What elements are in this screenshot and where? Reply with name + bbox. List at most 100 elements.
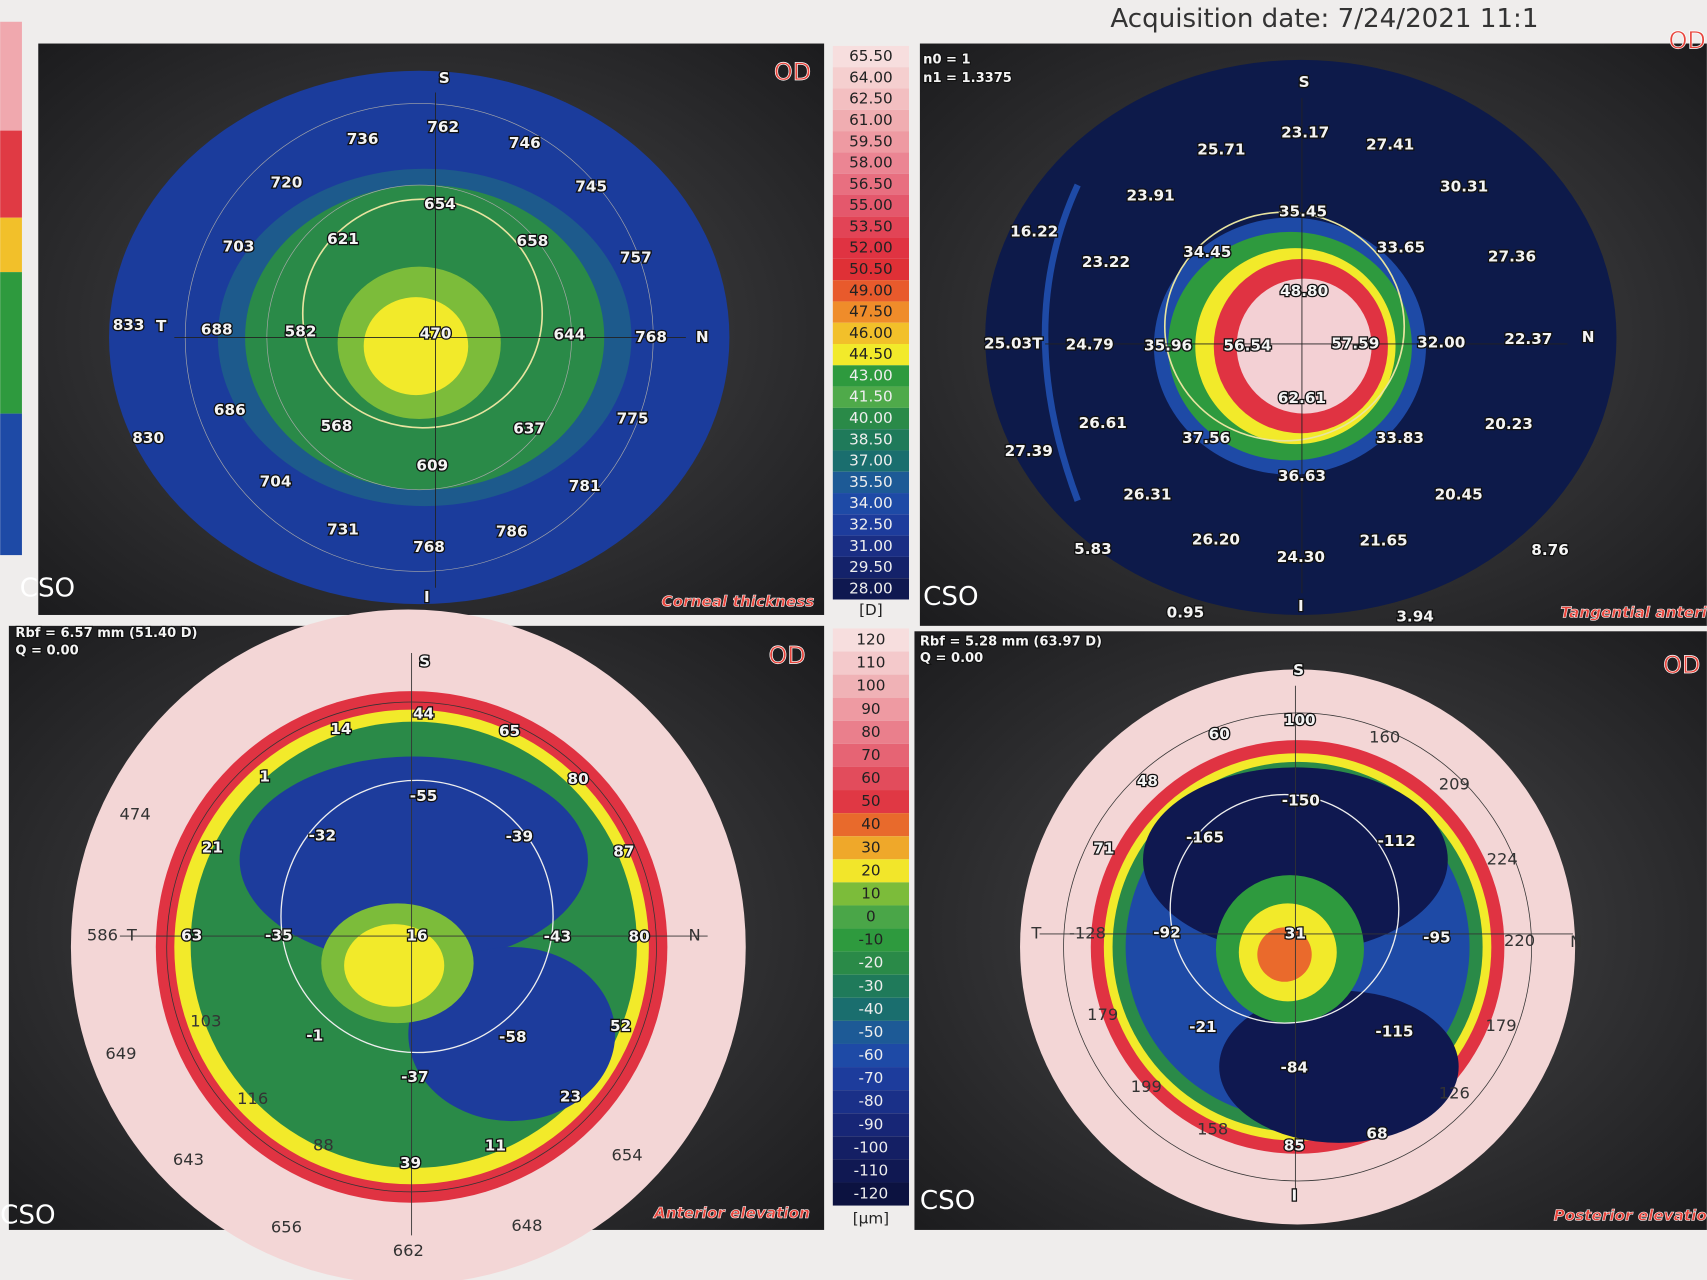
map-value: 609 [416, 456, 448, 474]
scale-swatch [832, 997, 910, 1021]
map-param: Rbf = 5.28 mm (63.97 D) [920, 635, 1102, 650]
scale-value: 28.00 [849, 579, 893, 597]
map-value: 656 [271, 1217, 302, 1236]
scale-value: 53.50 [849, 217, 893, 235]
map-value: 21.65 [1359, 531, 1407, 549]
scale-value: 43.00 [849, 366, 893, 384]
map-value: 27.36 [1488, 247, 1536, 265]
scale-value: -90 [858, 1115, 883, 1133]
map-value: 23 [560, 1088, 581, 1106]
map-value: 209 [1439, 774, 1470, 793]
scale-value: 50 [861, 792, 880, 810]
scale-swatch [832, 407, 910, 430]
scale-value: 120 [856, 631, 885, 649]
map-value: S [1293, 661, 1304, 679]
map-value: I [1298, 597, 1304, 615]
map-value: -150 [1282, 792, 1320, 810]
map-value: 762 [427, 118, 459, 136]
labels: OD Corneal thickness CSO S 736 762 746 720 745 65… [0, 26, 1707, 1260]
scale-value: 50.50 [849, 260, 893, 278]
scale-value: 10 [861, 884, 880, 902]
map-value: 648 [511, 1216, 542, 1235]
map-value: 8.76 [1531, 541, 1569, 559]
scale-value: 29.50 [849, 558, 893, 576]
map-value: 470 [420, 325, 452, 343]
map-value: 24.79 [1066, 336, 1114, 354]
map-value: 26.61 [1079, 414, 1127, 432]
scale-value: -100 [854, 1138, 889, 1156]
scale-swatch [832, 450, 910, 472]
scale-swatch [832, 216, 910, 238]
scale-swatch [832, 1043, 910, 1068]
scale-swatch [832, 556, 910, 579]
logo: CSO [0, 1200, 55, 1230]
map-tangential [985, 59, 1617, 615]
scale-value: 30 [861, 838, 880, 856]
map-param: Rbf = 6.57 mm (51.40 D) [15, 626, 197, 641]
scale-value: -70 [858, 1069, 883, 1087]
scale-unit: [D] [859, 601, 883, 619]
map-value: 56.54 [1223, 337, 1271, 355]
scale-value: 59.50 [849, 132, 893, 150]
map-value: 637 [513, 419, 545, 437]
map-value: 34.45 [1183, 243, 1231, 261]
scale-value: 52.00 [849, 239, 893, 257]
scale-value: 47.50 [849, 303, 893, 321]
map-value: 88 [313, 1136, 334, 1155]
map-value: -115 [1375, 1022, 1413, 1040]
map-value: 781 [569, 477, 601, 495]
scale-swatch [832, 237, 910, 259]
map-value: 27.39 [1005, 442, 1053, 460]
scale-swatch [832, 67, 910, 89]
map-value: -32 [309, 826, 337, 844]
eye-label: OD [768, 641, 805, 669]
scale-value: 44.50 [849, 345, 893, 363]
scale-swatch [832, 1067, 910, 1091]
scale-swatch [832, 493, 910, 515]
map-value: 731 [327, 521, 359, 539]
scale-swatch [832, 1113, 910, 1137]
map-value: 16.22 [1010, 222, 1058, 240]
map-value: 57.59 [1331, 334, 1379, 352]
scale-value: 49.00 [849, 281, 893, 299]
map-value: 52 [610, 1017, 631, 1035]
map-param: Q = 0.00 [15, 643, 78, 658]
map-value: 160 [1369, 727, 1400, 746]
map-value: 199 [1131, 1077, 1162, 1096]
scale-value: -120 [854, 1185, 889, 1203]
scale-swatch [832, 1090, 910, 1114]
map-value: 654 [424, 195, 456, 213]
map-value: S [419, 652, 430, 670]
map-value: 60 [1209, 725, 1230, 743]
scale-value: 38.50 [849, 430, 893, 448]
scale-swatch [832, 194, 910, 217]
map-value: -39 [506, 828, 534, 846]
map-value: 768 [635, 328, 667, 346]
map-value: 35.96 [1144, 337, 1192, 355]
map-value: -43 [544, 928, 572, 946]
scale-value: 100 [856, 677, 885, 695]
scale-swatch [832, 45, 910, 68]
map-value: T [1030, 923, 1042, 942]
scale-value: 37.00 [849, 452, 893, 470]
map-value: 179 [1486, 1016, 1517, 1035]
scale-value: 110 [856, 654, 885, 672]
map-value: 87 [613, 843, 634, 861]
map-value: 25.03 [984, 334, 1032, 352]
scale-value: 40 [861, 815, 880, 833]
map-value: 32.00 [1417, 333, 1465, 351]
map-value: 11 [485, 1137, 506, 1155]
scale-swatch [832, 88, 910, 110]
scale-value: 55.00 [849, 196, 893, 214]
scale-swatch [832, 905, 910, 929]
scale-swatch [832, 882, 910, 906]
scale-swatch [832, 743, 910, 767]
map-value: 649 [105, 1044, 136, 1063]
scale-swatch [832, 344, 910, 366]
scale-value: 34.00 [849, 494, 893, 512]
map-value: -95 [1423, 929, 1451, 947]
map-value: 23.22 [1082, 253, 1130, 271]
map-value: 23.17 [1281, 123, 1329, 141]
scale-swatch [832, 280, 910, 302]
